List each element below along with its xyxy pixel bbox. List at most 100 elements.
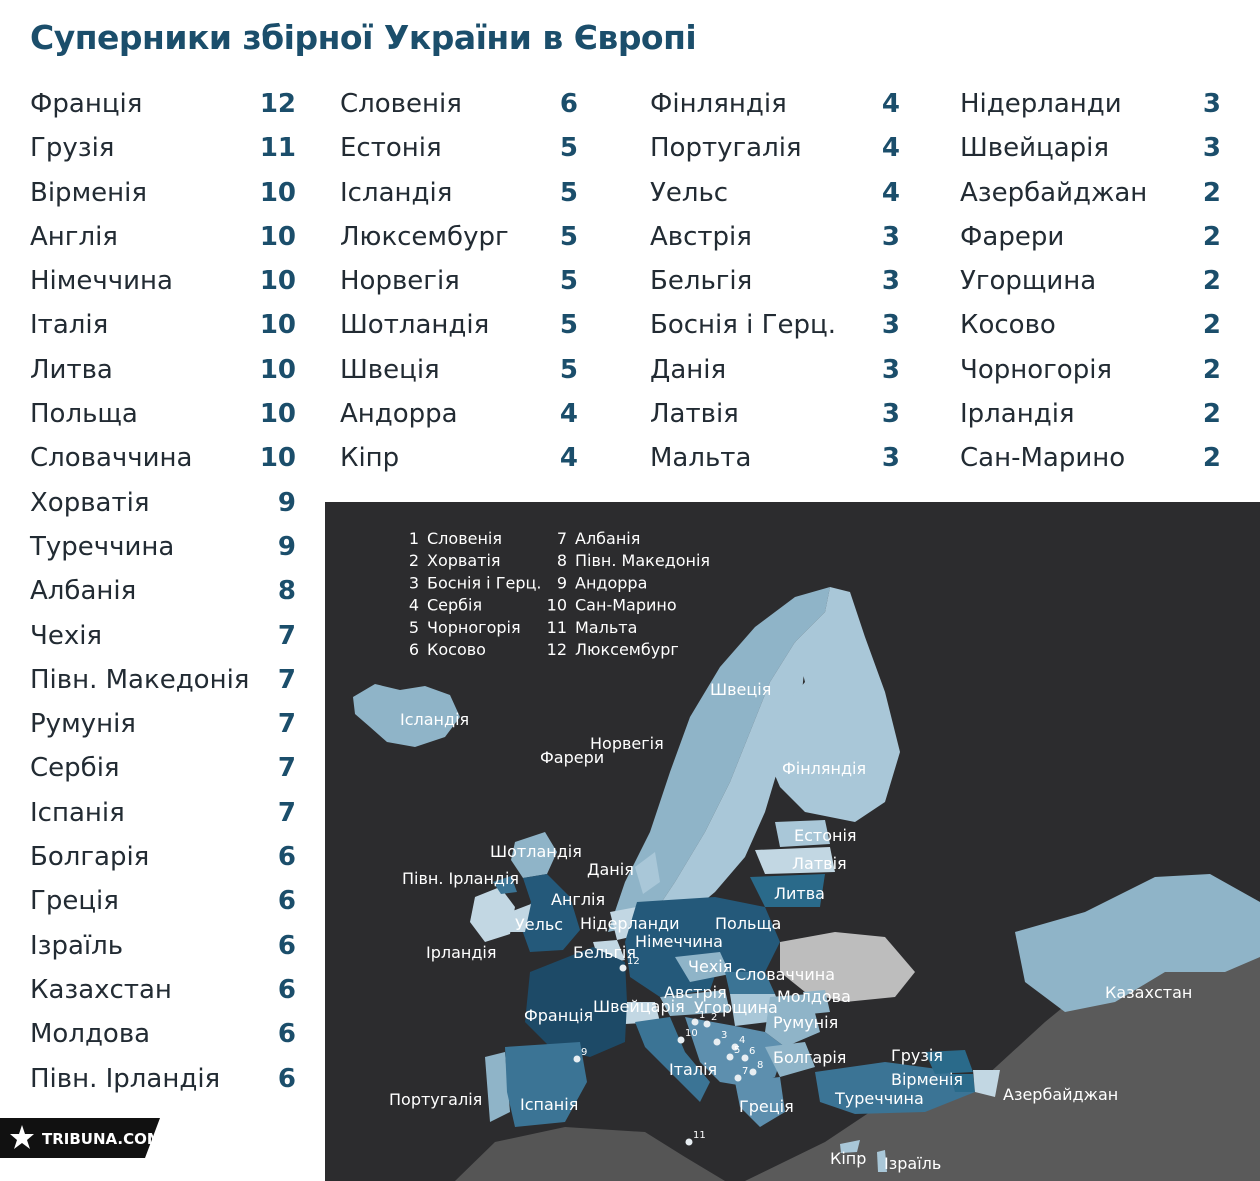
match-count: 2 [1202,310,1221,341]
match-count: 7 [277,753,296,784]
country-name: Болгарія [30,842,150,873]
sweden-shape [655,642,805,917]
country-name: Півн. Македонія [30,664,250,695]
country-name: Сербія [30,753,120,784]
table-row: Австрія 3 [650,215,900,259]
legend-number: 10 [547,596,567,615]
legend-name: Півн. Македонія [575,551,710,570]
norway-shape [608,587,830,932]
table-column-1: Франція 12 Грузія 11 Вірменія 10 Англія 10 Німеч… [30,82,296,1101]
country-name: Німеччина [30,266,173,297]
country-name: Косово [960,310,1056,341]
map-label: Уельс [515,915,563,934]
country-name: Норвегія [340,266,460,297]
country-name: Вірменія [30,177,148,208]
latvia-shape [755,847,835,874]
legend-name: Боснія і Герц. [427,573,541,592]
table-row: Уельс 4 [650,171,900,215]
legend-name: Мальта [575,618,637,637]
marker-number: 4 [739,1035,745,1046]
map-label: Швейцарія [593,997,685,1016]
map-label: Литва [774,884,825,903]
table-row: Чорногорія 2 [960,348,1221,392]
map-label: Німеччина [635,932,723,951]
marker-number: 10 [685,1028,698,1039]
table-row: Норвегія 5 [340,259,578,303]
legend-number: 1 [409,529,419,548]
match-count: 5 [559,221,578,252]
match-count: 2 [1202,266,1221,297]
marker-dot [731,1043,739,1051]
table-row: Литва 10 [30,348,296,392]
country-name: Андорра [340,399,458,430]
match-count: 3 [1202,89,1221,119]
match-count: 7 [277,620,296,651]
country-name: Франція [30,89,143,119]
table-column-4: Нідерланди 3 Швейцарія 3 Азербайджан 2 Фарери 2… [960,82,1221,481]
match-count: 2 [1202,177,1221,208]
legend-number: 5 [409,618,419,637]
logo-text: TRIBUNA.COM [42,1130,160,1148]
country-name: Естонія [340,133,442,164]
match-count: 10 [259,310,296,341]
legend-number: 12 [547,640,567,659]
match-count: 10 [259,443,296,474]
map-label: Півн. Ірландія [402,869,519,888]
match-count: 11 [259,133,296,164]
marker-dot [703,1020,711,1028]
map-label: Румунія [773,1013,838,1032]
balkans-shape [685,1017,785,1087]
match-count: 3 [881,399,900,430]
legend-number: 3 [409,573,419,592]
map-label: Казахстан [1105,983,1192,1002]
match-count: 10 [259,221,296,252]
map-label: Іспанія [520,1095,578,1114]
italy-shape [635,1017,710,1102]
match-count: 5 [559,310,578,341]
land-north-africa [455,1127,725,1181]
bulgaria-shape [765,1042,815,1077]
map-label: Азербайджан [1003,1085,1118,1104]
country-name: Сан-Марино [960,443,1126,474]
marker-number: 3 [721,1030,727,1041]
map-label: Ізраїль [884,1154,941,1173]
portugal-shape [485,1052,510,1122]
table-row: Шотландія 5 [340,303,578,347]
country-name: Чехія [30,620,103,651]
country-name: Ізраїль [30,930,124,961]
map-label: Грузія [891,1046,943,1065]
match-count: 5 [559,177,578,208]
country-name: Польща [30,399,138,430]
table-column-3: Фінляндія 4 Португалія 4 Уельс 4 Австрія 3 Бельг… [650,82,900,481]
map-label: Туреччина [834,1089,924,1108]
marker-dot [691,1018,699,1026]
country-name: Туреччина [30,531,175,562]
map-label: Угорщина [694,998,778,1017]
map-label: Австрія [664,983,727,1002]
map-label: Норвегія [590,734,664,753]
match-count: 10 [259,354,296,385]
country-name: Словенія [340,89,462,119]
match-count: 2 [1202,221,1221,252]
marker-dot [749,1068,757,1076]
country-name: Албанія [30,576,137,607]
match-count: 9 [277,487,296,518]
legend-number: 11 [547,618,567,637]
table-row: Швеція 5 [340,348,578,392]
table-row: Вірменія 10 [30,171,296,215]
country-name: Півн. Ірландія [30,1063,221,1094]
match-count: 6 [277,930,296,961]
georgia-shape [925,1050,973,1074]
match-count: 5 [559,266,578,297]
table-row: Данія 3 [650,348,900,392]
match-count: 7 [277,797,296,828]
match-count: 6 [277,842,296,873]
legend-name: Андорра [575,573,647,592]
land-other [745,932,1260,1181]
legend-name: Чорногорія [427,618,521,637]
country-name: Фарери [960,221,1065,252]
marker-dot [677,1036,685,1044]
table-row: Італія 10 [30,303,296,347]
austria-shape [660,990,730,1016]
match-count: 10 [259,399,296,430]
